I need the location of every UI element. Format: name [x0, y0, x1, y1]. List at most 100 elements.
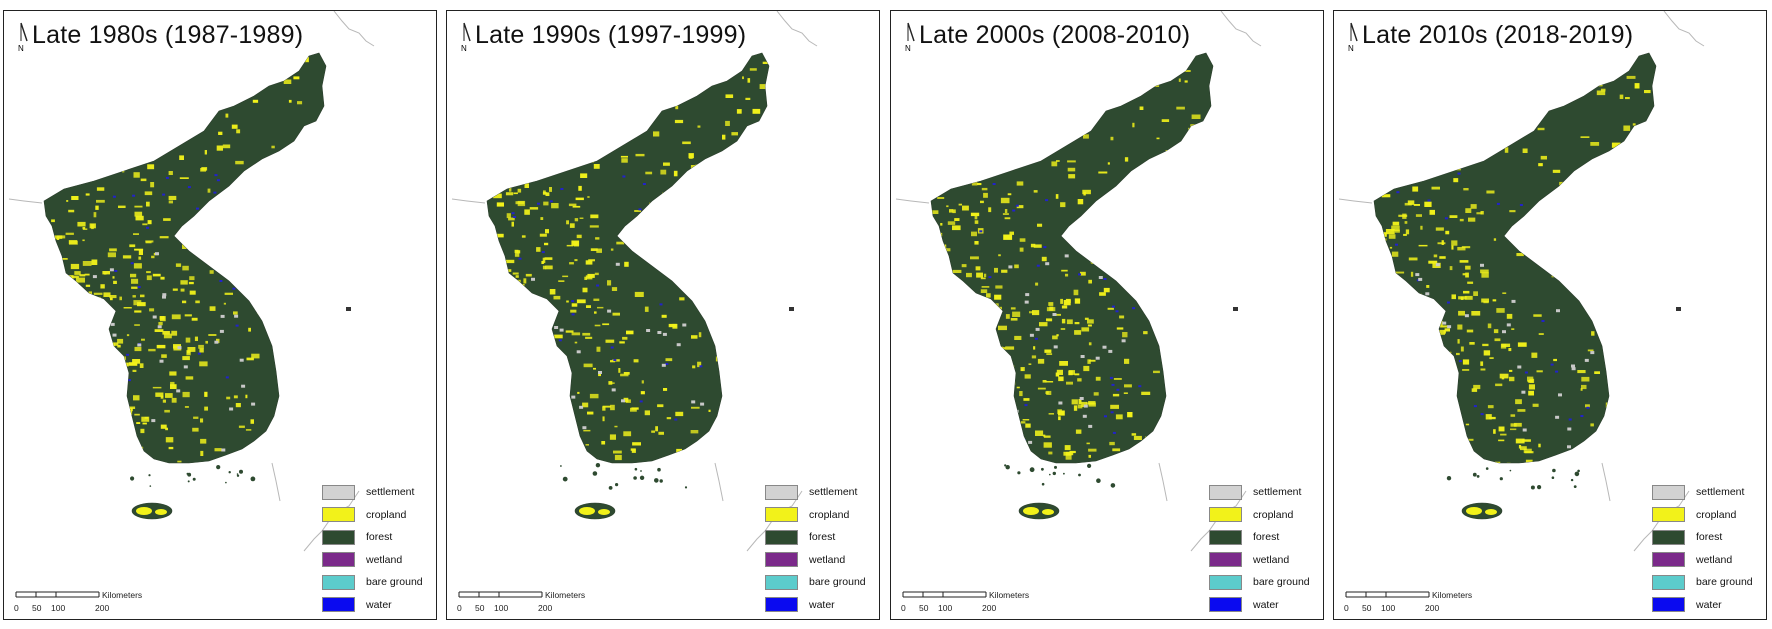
land-cover-map: [1338, 11, 1705, 552]
legend-label: water: [1696, 598, 1722, 611]
legend-swatch: [1209, 597, 1242, 613]
scale-tick-label: 100: [1381, 603, 1396, 613]
scale-tick-label: 50: [475, 603, 485, 613]
scale-unit-label: Kilometers: [102, 590, 143, 600]
legend-swatch: [1652, 597, 1685, 613]
legend-swatch: [765, 597, 798, 613]
legend-item-water: water: [322, 594, 434, 617]
legend-label: wetland: [809, 553, 846, 566]
legend-label: forest: [1696, 531, 1723, 544]
legend-item-cropland: cropland: [1209, 504, 1321, 527]
legend-label: cropland: [1696, 508, 1737, 521]
map-panel-2010s: N Late 2010s (2018-2019) settlement cropl…: [1333, 10, 1767, 620]
legend-label: bare ground: [366, 576, 423, 589]
legend-item-bare-ground: bare ground: [1652, 571, 1764, 594]
legend-item-wetland: wetland: [1652, 549, 1764, 572]
legend-item-water: water: [1652, 594, 1764, 617]
legend-label: water: [809, 598, 835, 611]
scale-tick-label: 0: [457, 603, 462, 613]
legend-item-bare-ground: bare ground: [1209, 571, 1321, 594]
legend: settlement cropland forest wetland bare grou…: [322, 481, 434, 616]
legend-swatch: [765, 529, 798, 545]
legend-swatch: [322, 484, 355, 500]
land-cover-map: [451, 11, 818, 552]
legend-swatch: [322, 507, 355, 523]
scale-tick-label: 50: [919, 603, 929, 613]
north-arrow-icon: N: [905, 22, 915, 53]
legend-swatch: [322, 597, 355, 613]
legend-item-settlement: settlement: [322, 481, 434, 504]
legend-item-forest: forest: [1652, 526, 1764, 549]
north-arrow-icon: N: [1348, 22, 1358, 53]
scale-tick-label: 50: [32, 603, 42, 613]
legend-label: forest: [1253, 531, 1280, 544]
panel-title: Late 1980s (1987-1989): [32, 21, 304, 49]
legend-item-forest: forest: [322, 526, 434, 549]
legend-item-forest: forest: [765, 526, 877, 549]
scale-bar: 0 50 100 200 Kilometers: [457, 589, 657, 617]
legend-swatch: [1652, 507, 1685, 523]
legend-swatch: [1652, 529, 1685, 545]
legend-item-settlement: settlement: [765, 481, 877, 504]
legend-item-water: water: [1209, 594, 1321, 617]
legend-label: bare ground: [1696, 576, 1753, 589]
north-label: N: [18, 44, 24, 53]
legend-label: water: [366, 598, 392, 611]
scale-bar-graphic: [458, 591, 543, 598]
legend-swatch: [1209, 507, 1242, 523]
legend: settlement cropland forest wetland bare grou…: [765, 481, 877, 616]
legend-item-water: water: [765, 594, 877, 617]
legend-swatch: [322, 552, 355, 568]
north-arrow-icon: N: [18, 22, 28, 53]
legend-item-forest: forest: [1209, 526, 1321, 549]
legend-label: settlement: [366, 486, 415, 499]
scale-bar: 0 50 100 200 Kilometers: [1344, 589, 1544, 617]
legend-label: settlement: [1696, 486, 1745, 499]
legend-swatch: [322, 574, 355, 590]
legend-item-cropland: cropland: [322, 504, 434, 527]
legend-label: wetland: [366, 553, 403, 566]
legend-label: forest: [809, 531, 836, 544]
legend-item-wetland: wetland: [1209, 549, 1321, 572]
scale-tick-label: 200: [95, 603, 110, 613]
map-panel-1990s: N Late 1990s (1997-1999) settlement cropl…: [446, 10, 880, 620]
scale-tick-label: 0: [901, 603, 906, 613]
legend-swatch: [1652, 574, 1685, 590]
legend-label: forest: [366, 531, 393, 544]
scale-tick-label: 50: [1362, 603, 1372, 613]
legend-swatch: [1209, 552, 1242, 568]
legend-swatch: [765, 552, 798, 568]
scale-unit-label: Kilometers: [545, 590, 586, 600]
scale-tick-label: 100: [938, 603, 953, 613]
legend-label: settlement: [1253, 486, 1302, 499]
scale-tick-label: 200: [1425, 603, 1440, 613]
legend-swatch: [1652, 552, 1685, 568]
scale-tick-label: 200: [982, 603, 997, 613]
legend-item-wetland: wetland: [322, 549, 434, 572]
north-label: N: [461, 44, 467, 53]
legend-label: cropland: [1253, 508, 1294, 521]
scale-unit-label: Kilometers: [989, 590, 1030, 600]
legend-item-cropland: cropland: [1652, 504, 1764, 527]
legend-label: wetland: [1253, 553, 1290, 566]
land-cover-map: [895, 11, 1262, 552]
north-label: N: [1348, 44, 1354, 53]
map-panel-1980s: N Late 1980s (1987-1989) settlement cropl…: [3, 10, 437, 620]
legend-label: bare ground: [809, 576, 866, 589]
legend-swatch: [1209, 574, 1242, 590]
legend-label: water: [1253, 598, 1279, 611]
legend-item-settlement: settlement: [1209, 481, 1321, 504]
legend-item-cropland: cropland: [765, 504, 877, 527]
scale-unit-label: Kilometers: [1432, 590, 1473, 600]
legend-swatch: [1209, 529, 1242, 545]
legend-label: wetland: [1696, 553, 1733, 566]
legend-item-settlement: settlement: [1652, 481, 1764, 504]
north-label: N: [905, 44, 911, 53]
legend-swatch: [322, 529, 355, 545]
legend: settlement cropland forest wetland bare grou…: [1652, 481, 1764, 616]
scale-bar-graphic: [1345, 591, 1430, 598]
legend-label: settlement: [809, 486, 858, 499]
scale-bar: 0 50 100 200 Kilometers: [901, 589, 1101, 617]
legend-item-bare-ground: bare ground: [765, 571, 877, 594]
